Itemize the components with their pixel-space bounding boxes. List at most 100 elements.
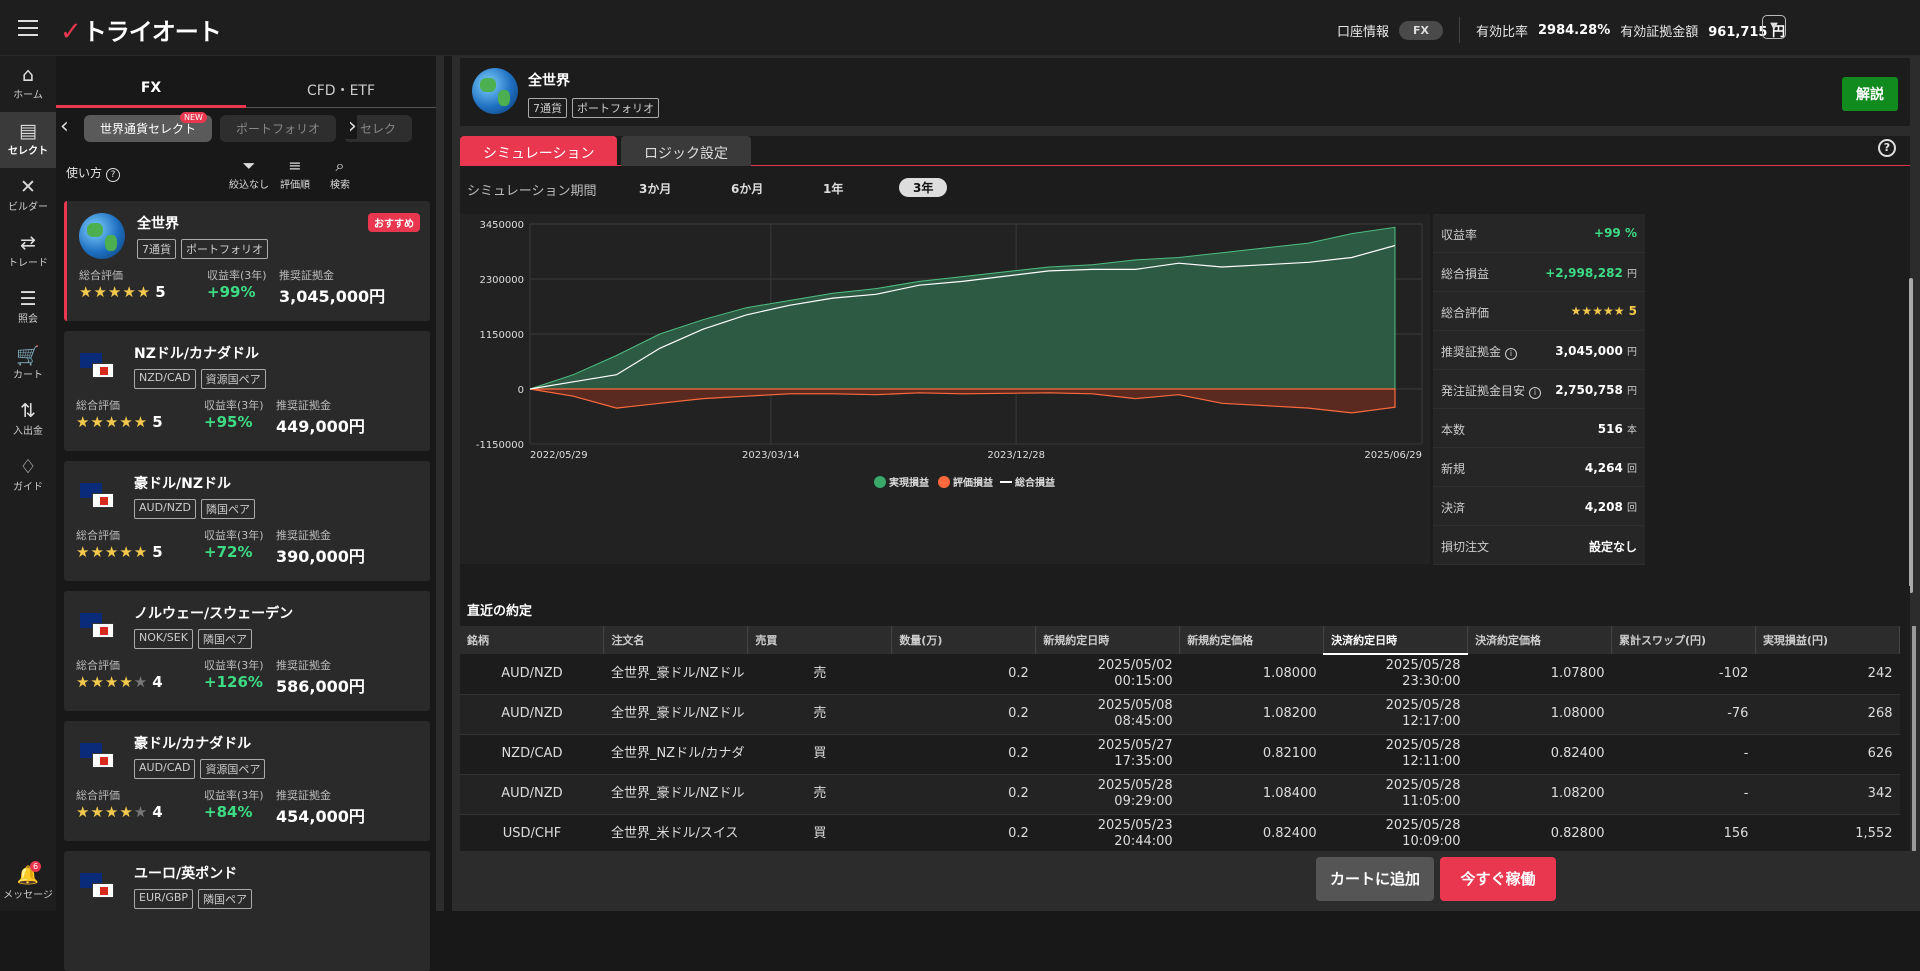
return-value: +72% — [204, 543, 253, 561]
sort-button[interactable]: ≡ 評価順 — [280, 156, 310, 191]
table-row[interactable]: USD/CHF 全世界_米ドル/スイス買 0.2 2025/05/23 20:44:00… — [460, 814, 1900, 855]
period-3y[interactable]: 3年 — [899, 178, 948, 197]
nav-item-select[interactable]: ▤ セレクト — [0, 112, 56, 168]
cell-close-price: 0.82400 — [1467, 734, 1612, 775]
cell-symbol: USD/CHF — [460, 814, 604, 855]
nav-item-guide[interactable]: ♢ ガイド — [0, 448, 56, 504]
cell-realized-pnl: 242 — [1755, 654, 1900, 695]
table-row[interactable]: AUD/NZD 全世界_豪ドル/NZドル売 0.2 2025/05/08 08:45:0… — [460, 694, 1900, 735]
chevron-right-icon[interactable]: › — [344, 114, 357, 139]
card-tag: 隣国ペア — [197, 629, 252, 649]
howto-link[interactable]: 使い方? — [66, 164, 121, 182]
stat-value: 設定なし — [1588, 540, 1637, 554]
nav-label: 入出金 — [13, 426, 43, 437]
column-header[interactable]: 新規約定価格 — [1179, 626, 1325, 654]
legend-swatch — [938, 476, 950, 488]
return-label: 収益率(3年) — [204, 529, 264, 542]
run-now-button[interactable]: 今すぐ稼働 — [1440, 857, 1556, 901]
column-header[interactable]: 注文名 — [603, 626, 749, 654]
period-6m[interactable]: 6か月 — [731, 182, 764, 196]
globe-icon — [472, 68, 518, 114]
table-row[interactable]: NZD/CAD 全世界_NZドル/カナダ買 0.2 2025/05/27 17:35:0… — [460, 734, 1900, 775]
chevron-down-icon[interactable]: ▼ — [1762, 15, 1786, 39]
tab-simulation[interactable]: シミュレーション — [460, 136, 618, 166]
cell-close-time: 2025/05/28 11:05:00 — [1323, 774, 1468, 815]
table-scrollbar[interactable] — [1912, 626, 1916, 876]
add-to-cart-button[interactable]: カートに追加 — [1316, 857, 1434, 901]
sort-icon: ≡ — [288, 156, 302, 175]
card-tag: AUD/CAD — [134, 759, 196, 779]
cell-open-price: 0.82400 — [1179, 814, 1324, 855]
column-header[interactable]: 実現損益(円) — [1755, 626, 1901, 654]
nav-item-home[interactable]: ⌂ ホーム — [0, 56, 56, 112]
explain-button[interactable]: 解説 — [1842, 77, 1898, 111]
strategy-card[interactable]: 全世界 7通貨 ポートフォリオ おすすめ 総合評価 収益率(3年) 推奨証拠金 ★★★★★ 5 +… — [64, 201, 430, 321]
table-row[interactable]: AUD/NZD 全世界_豪ドル/NZドル売 0.2 2025/05/02 00:15:0… — [460, 654, 1900, 695]
stat-row: 損切注文 設定なし — [1433, 526, 1645, 565]
strategy-card[interactable]: NZドル/カナダドル NZD/CAD 資源国ペア 総合評価 収益率(3年) 推奨証拠金 ★★… — [64, 331, 430, 451]
strategy-card[interactable]: ノルウェー/スウェーデン NOK/SEK 隣国ペア 総合評価 収益率(3年) 推奨証拠金 ★… — [64, 591, 430, 711]
tab-logic-settings[interactable]: ロジック設定 — [621, 136, 751, 166]
stat-row: 新規 4,264 回 — [1433, 448, 1645, 487]
nav-message[interactable]: 🔔 6 メッセージ — [0, 861, 56, 901]
info-icon[interactable]: i — [1529, 387, 1542, 399]
column-header[interactable]: 決済約定日時 — [1323, 626, 1469, 655]
period-3m[interactable]: 3か月 — [639, 182, 672, 196]
legend-label: 総合損益 — [1015, 476, 1055, 489]
recommended-badge: おすすめ — [368, 213, 420, 232]
help-icon[interactable]: ? — [1878, 139, 1896, 157]
bottom-bar — [452, 851, 1920, 911]
cell-qty: 0.2 — [891, 694, 1036, 735]
column-header[interactable]: 銘柄 — [460, 626, 605, 654]
simulation-panel: シミュレーション ロジック設定 ? シミュレーション期間 3か月 6か月 1年 … — [460, 136, 1910, 636]
cell-open-price: 1.08000 — [1179, 654, 1324, 695]
new-badge: NEW — [180, 112, 207, 123]
strategy-card[interactable]: 豪ドル/NZドル AUD/NZD 隣国ペア 総合評価 収益率(3年) 推奨証拠金 ★★★★★… — [64, 461, 430, 581]
account-info-label[interactable]: 口座情報 — [1336, 24, 1389, 40]
app-logo[interactable]: ✓トライオート — [60, 17, 222, 47]
star-rating: ★★★★★ 4 — [76, 803, 164, 821]
period-1y[interactable]: 1年 — [823, 182, 844, 196]
search-button[interactable]: ⌕ 検索 — [330, 156, 350, 191]
nav-label: トレード — [8, 258, 48, 269]
column-header[interactable]: 売買 — [747, 626, 893, 654]
nav-item-trade[interactable]: ⇄ トレード — [0, 224, 56, 280]
stats-scrollbar[interactable] — [1909, 278, 1913, 593]
cell-open-time: 2025/05/23 20:44:00 — [1035, 814, 1180, 855]
stat-row: 収益率 +99 % — [1433, 214, 1645, 253]
nav-item-inquiry[interactable]: ☰ 照会 — [0, 280, 56, 336]
trade-icon: ⇄ — [20, 232, 36, 254]
filter-button[interactable]: ⏷ 絞込なし — [229, 156, 269, 191]
chevron-left-icon[interactable]: ‹ — [60, 114, 69, 139]
column-header[interactable]: 決済約定価格 — [1467, 626, 1612, 654]
card-tag: EUR/GBP — [134, 889, 194, 909]
series-area-realized — [529, 226, 1396, 390]
cell-qty: 0.2 — [891, 774, 1036, 815]
account-type-pill[interactable]: FX — [1398, 20, 1443, 40]
tab-cfd-etf[interactable]: CFD・ETF — [246, 56, 436, 108]
nav-item-cart[interactable]: 🛒 カート — [0, 336, 56, 392]
nav-item-transfer[interactable]: ⇅ 入出金 — [0, 392, 56, 448]
strategy-card[interactable]: ユーロ/英ポンド EUR/GBP 隣国ペア — [64, 851, 430, 971]
column-header[interactable]: 数量(万) — [891, 626, 1037, 654]
strategy-card[interactable]: 豪ドル/カナダドル AUD/CAD 資源国ペア 総合評価 収益率(3年) 推奨証拠金 ★★★… — [64, 721, 430, 841]
margin-amount: 449,000円 — [276, 417, 365, 436]
cell-order-name: 全世界_米ドル/スイス — [603, 814, 748, 855]
builder-icon: ✕ — [20, 176, 36, 198]
category-portfolio[interactable]: ポートフォリオ — [220, 114, 337, 142]
table-row[interactable]: AUD/NZD 全世界_豪ドル/NZドル売 0.2 2025/05/28 09:29:0… — [460, 774, 1900, 815]
pnl-chart-svg: 3450000 2300000 1150000 0 -1150000 2022/05/29… — [476, 220, 1423, 489]
menu-icon[interactable] — [18, 20, 38, 36]
stat-value: 3,045,000 円 — [1555, 344, 1637, 358]
column-header[interactable]: 累計スワップ(円) — [1611, 626, 1756, 654]
search-icon: ⌕ — [335, 156, 345, 175]
bell-icon: 🔔 6 — [16, 861, 41, 886]
cell-close-time: 2025/05/28 12:17:00 — [1323, 694, 1468, 735]
tab-fx[interactable]: FX — [56, 56, 246, 108]
column-header[interactable]: 新規約定日時 — [1035, 626, 1181, 654]
series-area-unrealized — [529, 388, 1396, 414]
filter-icon: ⏷ — [242, 156, 256, 175]
cell-open-time: 2025/05/27 17:35:00 — [1035, 734, 1180, 775]
nav-item-builder[interactable]: ✕ ビルダー — [0, 168, 56, 224]
info-icon[interactable]: i — [1505, 348, 1518, 360]
